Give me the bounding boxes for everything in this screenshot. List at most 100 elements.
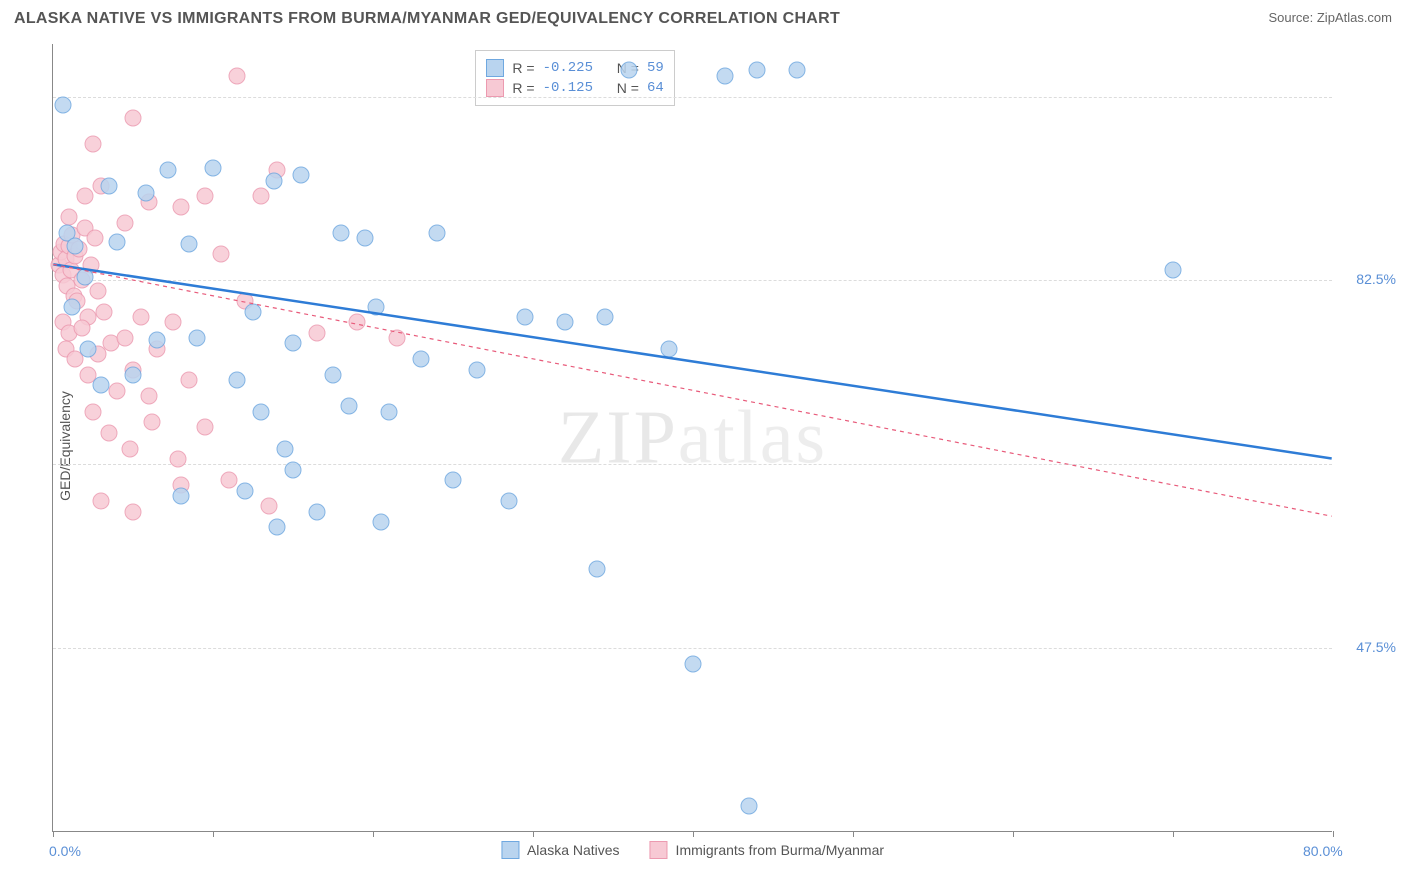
x-tick (1173, 831, 1174, 837)
data-point (86, 230, 103, 247)
data-point (109, 233, 126, 250)
data-point (285, 335, 302, 352)
x-tick (533, 831, 534, 837)
data-point (189, 330, 206, 347)
chart-container: ALASKA NATIVE VS IMMIGRANTS FROM BURMA/M… (0, 0, 1406, 892)
gridline-h (53, 464, 1332, 465)
legend-swatch (486, 59, 504, 77)
data-point (749, 62, 766, 79)
data-point (373, 514, 390, 531)
legend-correlation-row: R = -0.125 N = 64 (486, 79, 663, 97)
gridline-h (53, 648, 1332, 649)
data-point (141, 387, 158, 404)
data-point (125, 503, 142, 520)
data-point (101, 177, 118, 194)
data-point (245, 303, 262, 320)
data-point (501, 493, 518, 510)
data-point (77, 188, 94, 205)
x-tick (1013, 831, 1014, 837)
data-point (137, 185, 154, 202)
data-point (144, 414, 161, 431)
legend-n-label: N = (617, 80, 639, 96)
data-point (413, 351, 430, 368)
data-point (93, 377, 110, 394)
data-point (117, 214, 134, 231)
legend-n-value: 64 (647, 80, 664, 96)
legend-series-item: Alaska Natives (501, 841, 620, 859)
data-point (101, 424, 118, 441)
data-point (285, 461, 302, 478)
data-point (93, 493, 110, 510)
watermark-atlas: atlas (678, 395, 827, 479)
x-tick (213, 831, 214, 837)
data-point (557, 314, 574, 331)
data-point (789, 62, 806, 79)
legend-series-item: Immigrants from Burma/Myanmar (650, 841, 884, 859)
data-point (597, 309, 614, 326)
source-prefix: Source: (1268, 10, 1316, 25)
legend-r-value: -0.125 (543, 80, 593, 96)
legend-r-label: R = (512, 60, 534, 76)
data-point (173, 198, 190, 215)
data-point (309, 324, 326, 341)
data-point (133, 309, 150, 326)
data-point (61, 209, 78, 226)
data-point (67, 237, 84, 254)
data-point (253, 403, 270, 420)
watermark-zip: ZIP (558, 395, 678, 479)
data-point (96, 303, 113, 320)
data-point (253, 188, 270, 205)
plot-area: ZIPatlas R = -0.225 N = 59 R = -0.125 N … (52, 44, 1332, 832)
data-point (80, 340, 97, 357)
data-point (349, 314, 366, 331)
data-point (173, 487, 190, 504)
legend-n-value: 59 (647, 60, 664, 76)
data-point (293, 167, 310, 184)
data-point (357, 230, 374, 247)
data-point (125, 366, 142, 383)
legend-r-value: -0.225 (543, 60, 593, 76)
data-point (1165, 261, 1182, 278)
data-point (197, 188, 214, 205)
legend-r-label: R = (512, 80, 534, 96)
x-tick (1333, 831, 1334, 837)
gridline-h (53, 280, 1332, 281)
data-point (265, 172, 282, 189)
data-point (149, 332, 166, 349)
data-point (368, 298, 385, 315)
regression-lines-layer (53, 44, 1332, 831)
data-point (333, 225, 350, 242)
y-tick-label: 82.5% (1340, 271, 1396, 287)
data-point (389, 330, 406, 347)
data-point (197, 419, 214, 436)
data-point (269, 519, 286, 536)
data-point (261, 498, 278, 515)
y-tick-label: 47.5% (1340, 639, 1396, 655)
data-point (165, 314, 182, 331)
title-row: ALASKA NATIVE VS IMMIGRANTS FROM BURMA/M… (14, 10, 1392, 34)
legend-swatch (501, 841, 519, 859)
data-point (621, 62, 638, 79)
data-point (717, 67, 734, 84)
data-point (77, 269, 94, 286)
data-point (661, 340, 678, 357)
data-point (229, 372, 246, 389)
data-point (121, 440, 138, 457)
data-point (181, 372, 198, 389)
data-point (237, 482, 254, 499)
data-point (325, 366, 342, 383)
data-point (85, 135, 102, 152)
watermark: ZIPatlas (558, 394, 827, 481)
data-point (685, 655, 702, 672)
gridline-h (53, 97, 1332, 98)
source-link[interactable]: ZipAtlas.com (1317, 10, 1392, 25)
data-point (73, 319, 90, 336)
data-point (429, 225, 446, 242)
data-point (181, 235, 198, 252)
data-point (589, 561, 606, 578)
legend-swatch (486, 79, 504, 97)
data-point (469, 361, 486, 378)
data-point (117, 330, 134, 347)
legend-series-label: Alaska Natives (527, 842, 620, 858)
data-point (205, 159, 222, 176)
